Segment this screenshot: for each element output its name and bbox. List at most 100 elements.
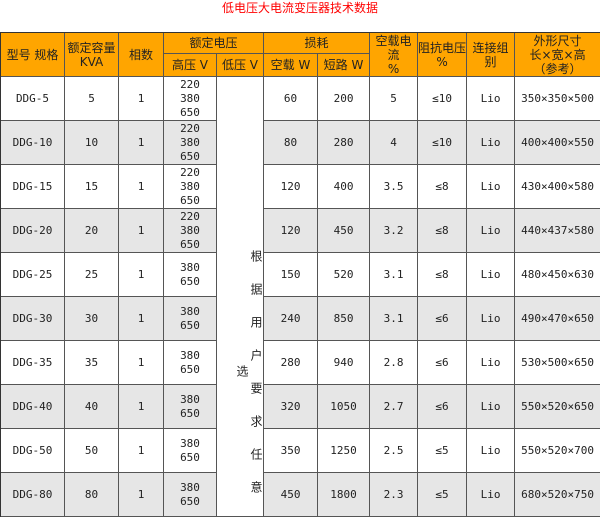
cell-sc: 450 (318, 209, 371, 253)
header-loss: 损耗 (264, 33, 371, 54)
cell-sc: 200 (318, 77, 371, 121)
cell-phase: 1 (119, 77, 164, 121)
cell-sc: 520 (318, 253, 371, 297)
cell-kva: 30 (65, 297, 119, 341)
cell-i0: 2.3 (370, 473, 419, 517)
cell-uk: ≤6 (418, 297, 468, 341)
cell-hv: 380 650 (164, 297, 217, 341)
cell-i0: 2.7 (370, 385, 419, 429)
cell-model: DDG-40 (1, 385, 65, 429)
cell-uk: ≤8 (418, 165, 468, 209)
cell-dim: 480×450×630 (515, 253, 600, 297)
cell-kva: 20 (65, 209, 119, 253)
cell-uk: ≤8 (418, 253, 468, 297)
header-no-load-loss: 空载 W (264, 54, 319, 77)
cell-nl: 80 (264, 121, 319, 165)
cell-sc: 280 (318, 121, 371, 165)
cell-kva: 15 (65, 165, 119, 209)
cell-model: DDG-80 (1, 473, 65, 517)
cell-sc: 1050 (318, 385, 371, 429)
table-row: DDG-50 50 1 380 650 350 1250 2.5 ≤5 Lio 550×520×7… (1, 429, 600, 473)
cell-hv: 380 650 (164, 253, 217, 297)
cell-dim: 440×437×580 (515, 209, 600, 253)
cell-conn: Lio (467, 429, 516, 473)
cell-sc: 850 (318, 297, 371, 341)
cell-uk: ≤8 (418, 209, 468, 253)
cell-uk: ≤6 (418, 341, 468, 385)
cell-dim: 530×500×650 (515, 341, 600, 385)
header-short-circuit-loss: 短路 W (318, 54, 371, 77)
table-row: DDG-80 80 1 380 650 450 1800 2.3 ≤5 Lio 680×520×7… (1, 473, 600, 517)
header-model: 型号 规格 (1, 33, 65, 77)
cell-i0: 3.5 (370, 165, 419, 209)
cell-hv: 380 650 (164, 341, 217, 385)
header-low-voltage: 低压 V (217, 54, 265, 77)
header-rated-voltage: 额定电压 (164, 33, 265, 54)
cell-conn: Lio (467, 473, 516, 517)
cell-nl: 450 (264, 473, 319, 517)
cell-uk: ≤10 (418, 121, 468, 165)
cell-model: DDG-35 (1, 341, 65, 385)
cell-nl: 320 (264, 385, 319, 429)
cell-nl: 120 (264, 209, 319, 253)
table-row: DDG-25 25 1 380 650 150 520 3.1 ≤8 Lio 480×450×63… (1, 253, 600, 297)
spec-table: 型号 规格 额定容量 KVA 相数 额定电压 损耗 空载电流 % 阻抗电压 % … (0, 32, 600, 517)
cell-phase: 1 (119, 473, 164, 517)
table-row: DDG-15 15 1 220 380 650 120 400 3.5 ≤8 Lio 430×40… (1, 165, 600, 209)
cell-nl: 120 (264, 165, 319, 209)
cell-kva: 50 (65, 429, 119, 473)
cell-hv: 380 650 (164, 385, 217, 429)
cell-hv: 380 650 (164, 429, 217, 473)
cell-conn: Lio (467, 297, 516, 341)
cell-sc: 1250 (318, 429, 371, 473)
cell-dim: 490×470×650 (515, 297, 600, 341)
cell-kva: 25 (65, 253, 119, 297)
cell-nl: 240 (264, 297, 319, 341)
cell-dim: 400×400×550 (515, 121, 600, 165)
low-voltage-note: 根据用户要求任意选 (217, 77, 265, 517)
header-capacity: 额定容量 KVA (65, 33, 119, 77)
cell-model: DDG-20 (1, 209, 65, 253)
cell-conn: Lio (467, 341, 516, 385)
header-dimensions: 外形尺寸 长×宽×高 （参考） (515, 33, 600, 77)
table-row: DDG-35 35 1 380 650 280 940 2.8 ≤6 Lio 530×500×65… (1, 341, 600, 385)
table-row: DDG-5 5 1 220 380 650 根据用户要求任意选 60 200 5 ≤10 Lio 3… (1, 77, 600, 517)
page-title: 低电压大电流变压器技术数据 (221, 1, 378, 15)
cell-uk: ≤6 (418, 385, 468, 429)
cell-i0: 3.1 (370, 253, 419, 297)
cell-nl: 60 (264, 77, 319, 121)
table-row: DDG-40 40 1 380 650 320 1050 2.7 ≤6 Lio 550×520×6… (1, 385, 600, 429)
cell-model: DDG-10 (1, 121, 65, 165)
header-high-voltage: 高压 V (164, 54, 217, 77)
table-row: DDG-30 30 1 380 650 240 850 3.1 ≤6 Lio 490×470×65… (1, 297, 600, 341)
cell-kva: 80 (65, 473, 119, 517)
cell-sc: 1800 (318, 473, 371, 517)
cell-dim: 430×400×580 (515, 165, 600, 209)
cell-dim: 680×520×750 (515, 473, 600, 517)
table-row: DDG-10 10 1 220 380 650 80 280 4 ≤10 Lio 400×400×… (1, 121, 600, 165)
cell-nl: 280 (264, 341, 319, 385)
cell-i0: 2.8 (370, 341, 419, 385)
cell-uk: ≤10 (418, 77, 468, 121)
cell-uk: ≤5 (418, 429, 468, 473)
header-impedance: 阻抗电压 % (418, 33, 468, 77)
header-no-load-current: 空载电流 % (370, 33, 419, 77)
cell-model: DDG-30 (1, 297, 65, 341)
header-phases: 相数 (119, 33, 164, 77)
cell-kva: 35 (65, 341, 119, 385)
cell-phase: 1 (119, 209, 164, 253)
header-connection: 连接组别 (467, 33, 516, 77)
cell-hv: 220 380 650 (164, 209, 217, 253)
cell-model: DDG-5 (1, 77, 65, 121)
cell-phase: 1 (119, 165, 164, 209)
cell-conn: Lio (467, 121, 516, 165)
cell-phase: 1 (119, 429, 164, 473)
cell-hv: 220 380 650 (164, 77, 217, 121)
cell-i0: 3.2 (370, 209, 419, 253)
cell-phase: 1 (119, 253, 164, 297)
cell-sc: 400 (318, 165, 371, 209)
cell-conn: Lio (467, 253, 516, 297)
cell-phase: 1 (119, 341, 164, 385)
cell-conn: Lio (467, 385, 516, 429)
cell-model: DDG-15 (1, 165, 65, 209)
